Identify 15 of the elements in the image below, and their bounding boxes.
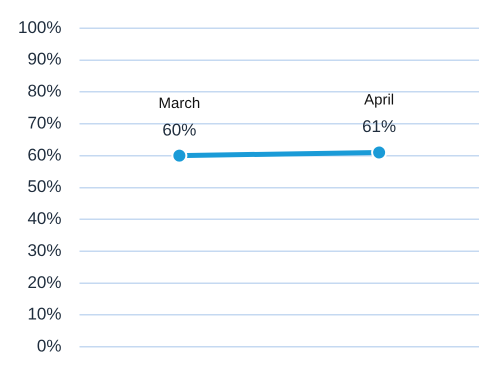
x-tick-label: April <box>364 92 394 109</box>
y-tick-label: 30% <box>27 240 62 260</box>
y-tick-label: 100% <box>18 18 62 37</box>
y-tick-label: 50% <box>27 177 62 196</box>
y-tick-label: 70% <box>27 113 62 132</box>
y-tick-label: 0% <box>36 336 62 356</box>
data-label: 60% <box>162 120 196 140</box>
x-tick-label: March <box>158 94 200 112</box>
y-tick-label: 40% <box>27 209 62 228</box>
y-tick-label: 20% <box>27 272 62 292</box>
y-tick-label: 80% <box>27 82 62 101</box>
y-tick-label: 10% <box>27 304 62 324</box>
data-label: 61% <box>362 117 396 136</box>
y-tick-label: 60% <box>27 145 62 164</box>
y-tick-label: 90% <box>27 50 62 69</box>
